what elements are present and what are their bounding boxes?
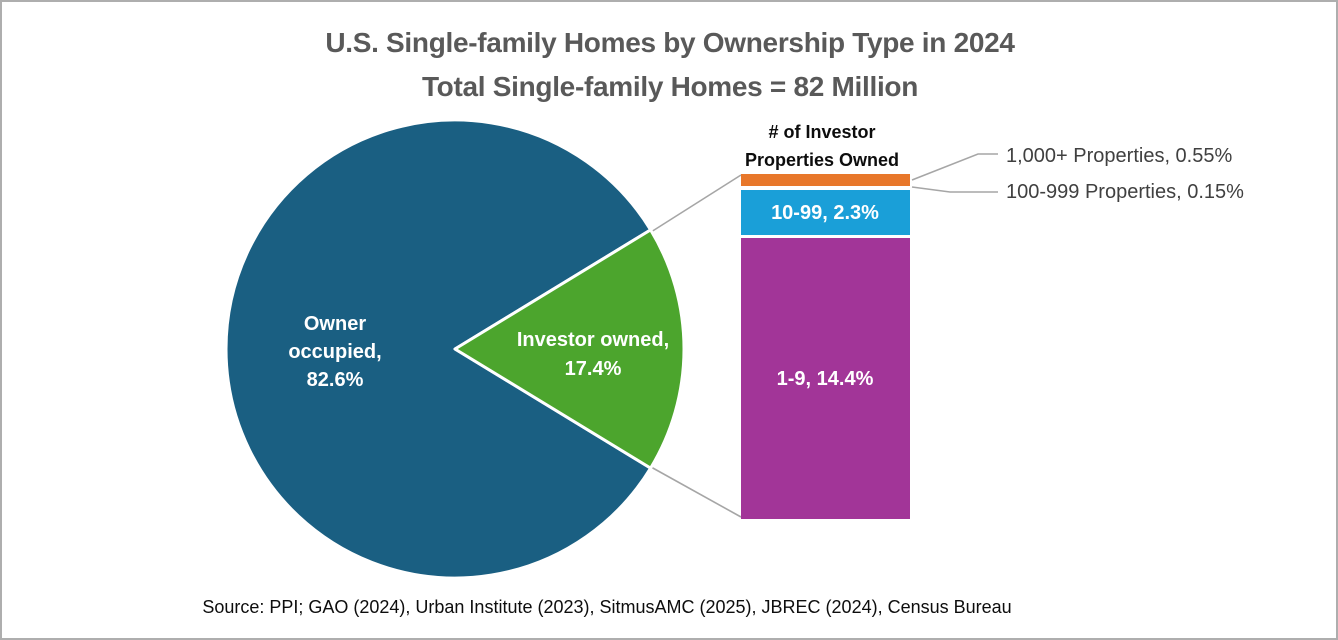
owner-occupied-label-line1: Owner [304, 313, 366, 335]
pie-to-bar-connector-bottom [650, 466, 742, 518]
callout-line-1000plus [911, 153, 998, 181]
owner-occupied-label-line2: occupied, [288, 341, 381, 363]
bar-header-line2: Properties Owned [745, 150, 899, 170]
bar-segment-100-999 [741, 186, 910, 190]
pie-to-bar-connector-top [650, 174, 742, 233]
source-citation: Source: PPI; GAO (2024), Urban Institute… [202, 597, 1011, 617]
pie-slice-investor-owned [453, 228, 686, 470]
bar-label-1-9: 1-9, 14.4% [777, 368, 874, 390]
callout-line-100-999 [911, 186, 998, 193]
bar-segment-10-99 [741, 190, 910, 235]
pie-slice-owner-occupied [224, 118, 653, 580]
callout-label-1000plus: 1,000+ Properties, 0.55% [1006, 145, 1232, 167]
chart-title-line2: Total Single-family Homes = 82 Million [422, 71, 918, 102]
investor-owned-label-line1: Investor owned, [517, 329, 669, 351]
callout-label-100-999: 100-999 Properties, 0.15% [1006, 181, 1244, 203]
bar-segment-1000plus [741, 174, 910, 186]
bar-label-10-99: 10-99, 2.3% [771, 202, 879, 224]
chart-title-line1: U.S. Single-family Homes by Ownership Ty… [325, 27, 1015, 58]
bar-header-line1: # of Investor [768, 122, 875, 142]
bar-segment-1-9 [741, 238, 910, 519]
owner-occupied-label-line3: 82.6% [307, 369, 364, 391]
investor-owned-label-line2: 17.4% [565, 358, 622, 380]
